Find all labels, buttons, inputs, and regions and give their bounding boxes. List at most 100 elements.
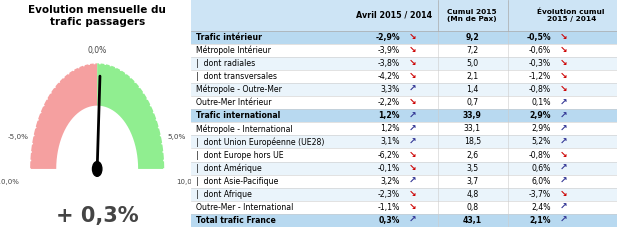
Text: -3,8%: -3,8%: [378, 59, 400, 68]
Text: 2,9%: 2,9%: [529, 111, 551, 120]
Text: -1,2%: -1,2%: [529, 72, 551, 81]
Text: Métropole - Outre-Mer: Métropole - Outre-Mer: [196, 85, 281, 94]
Text: |  dont radiales: | dont radiales: [196, 59, 255, 68]
Text: ↗: ↗: [408, 177, 416, 186]
Bar: [191, 135, 617, 148]
Text: Métropole Intérieur: Métropole Intérieur: [196, 46, 270, 55]
Text: ↗: ↗: [560, 164, 567, 173]
Text: ↘: ↘: [408, 190, 416, 199]
Circle shape: [93, 162, 102, 176]
Text: ↗: ↗: [560, 98, 567, 107]
Bar: [191, 122, 617, 135]
Text: ↘: ↘: [408, 203, 416, 212]
Text: -0,8%: -0,8%: [529, 85, 551, 94]
Text: ↗: ↗: [560, 203, 567, 212]
Bar: [191, 70, 617, 83]
Text: Avril 2015 / 2014: Avril 2015 / 2014: [357, 11, 433, 20]
Text: ↘: ↘: [560, 72, 567, 81]
Text: -0,5%: -0,5%: [526, 33, 551, 42]
Text: 9,2: 9,2: [465, 33, 479, 42]
Polygon shape: [30, 63, 97, 169]
Text: ↗: ↗: [560, 124, 567, 133]
Text: ↗: ↗: [408, 216, 416, 225]
Text: Cumul 2015
(Mn de Pax): Cumul 2015 (Mn de Pax): [447, 9, 497, 22]
Text: Evolution mensuelle du
trafic passagers: Evolution mensuelle du trafic passagers: [28, 5, 166, 27]
Text: ↗: ↗: [408, 111, 416, 120]
Text: -3,9%: -3,9%: [378, 46, 400, 55]
Bar: [191, 0, 617, 31]
Text: |  dont Union Européenne (UE28): | dont Union Européenne (UE28): [196, 137, 324, 147]
Text: -2,2%: -2,2%: [378, 98, 400, 107]
Bar: [191, 83, 617, 96]
Text: |  dont Amérique: | dont Amérique: [196, 163, 261, 173]
Text: ↘: ↘: [560, 151, 567, 160]
Text: -1,1%: -1,1%: [378, 203, 400, 212]
Text: ↘: ↘: [560, 85, 567, 94]
Text: ↗: ↗: [408, 137, 416, 146]
Text: 10,0%: 10,0%: [176, 179, 199, 185]
Text: -0,6%: -0,6%: [529, 46, 551, 55]
Text: 3,7: 3,7: [466, 177, 478, 186]
Text: 1,2%: 1,2%: [378, 111, 400, 120]
Text: ↘: ↘: [408, 46, 416, 55]
Text: 3,2%: 3,2%: [381, 177, 400, 186]
Text: 0,6%: 0,6%: [532, 164, 551, 173]
Text: ↘: ↘: [408, 98, 416, 107]
Text: ↘: ↘: [560, 33, 567, 42]
Text: ↘: ↘: [560, 46, 567, 55]
Bar: [191, 31, 617, 44]
Bar: [191, 214, 617, 227]
Text: Outre-Mer - International: Outre-Mer - International: [196, 203, 293, 212]
Bar: [191, 57, 617, 70]
Text: + 0,3%: + 0,3%: [56, 206, 138, 227]
Text: 7,2: 7,2: [466, 46, 478, 55]
Text: 0,0%: 0,0%: [88, 46, 107, 55]
Text: ↗: ↗: [560, 216, 567, 225]
Text: Métropole - International: Métropole - International: [196, 124, 292, 133]
Text: 0,1%: 0,1%: [531, 98, 551, 107]
Text: -0,3%: -0,3%: [529, 59, 551, 68]
Text: -2,3%: -2,3%: [378, 190, 400, 199]
Text: -0,8%: -0,8%: [529, 151, 551, 160]
Text: ↘: ↘: [408, 33, 416, 42]
Text: -0,1%: -0,1%: [378, 164, 400, 173]
Text: 4,8: 4,8: [466, 190, 478, 199]
Text: -5,0%: -5,0%: [7, 134, 28, 140]
Text: 3,1%: 3,1%: [380, 137, 400, 146]
Bar: [191, 44, 617, 57]
Text: 43,1: 43,1: [463, 216, 482, 225]
Text: 33,1: 33,1: [464, 124, 481, 133]
Bar: [191, 96, 617, 109]
Text: -2,9%: -2,9%: [375, 33, 400, 42]
Text: Évolution cumul
2015 / 2014: Évolution cumul 2015 / 2014: [537, 9, 605, 22]
Text: Trafic international: Trafic international: [196, 111, 280, 120]
Text: 0,7: 0,7: [466, 98, 478, 107]
Text: 33,9: 33,9: [463, 111, 482, 120]
Text: -6,2%: -6,2%: [378, 151, 400, 160]
Text: ↗: ↗: [560, 177, 567, 186]
Text: 2,4%: 2,4%: [531, 203, 551, 212]
Text: 5,2%: 5,2%: [532, 137, 551, 146]
Text: ↗: ↗: [560, 137, 567, 146]
Text: ↘: ↘: [408, 151, 416, 160]
Text: 2,1: 2,1: [466, 72, 478, 81]
Text: 3,5: 3,5: [466, 164, 478, 173]
Text: |  dont Afrique: | dont Afrique: [196, 190, 251, 199]
Text: 0,8: 0,8: [466, 203, 478, 212]
Text: 5,0%: 5,0%: [167, 134, 186, 140]
Text: 1,2%: 1,2%: [380, 124, 400, 133]
Polygon shape: [97, 63, 164, 169]
Bar: [191, 148, 617, 162]
Text: 2,1%: 2,1%: [529, 216, 551, 225]
Text: 1,4: 1,4: [466, 85, 478, 94]
Text: Trafic intérieur: Trafic intérieur: [196, 33, 262, 42]
Text: -3,7%: -3,7%: [529, 190, 551, 199]
Text: ↘: ↘: [560, 190, 567, 199]
Text: ↗: ↗: [408, 124, 416, 133]
Text: 5,0: 5,0: [466, 59, 478, 68]
Text: ↘: ↘: [408, 164, 416, 173]
Text: 0,3%: 0,3%: [378, 216, 400, 225]
Text: -10,0%: -10,0%: [0, 179, 19, 185]
Text: ↗: ↗: [408, 85, 416, 94]
Text: ↘: ↘: [408, 59, 416, 68]
